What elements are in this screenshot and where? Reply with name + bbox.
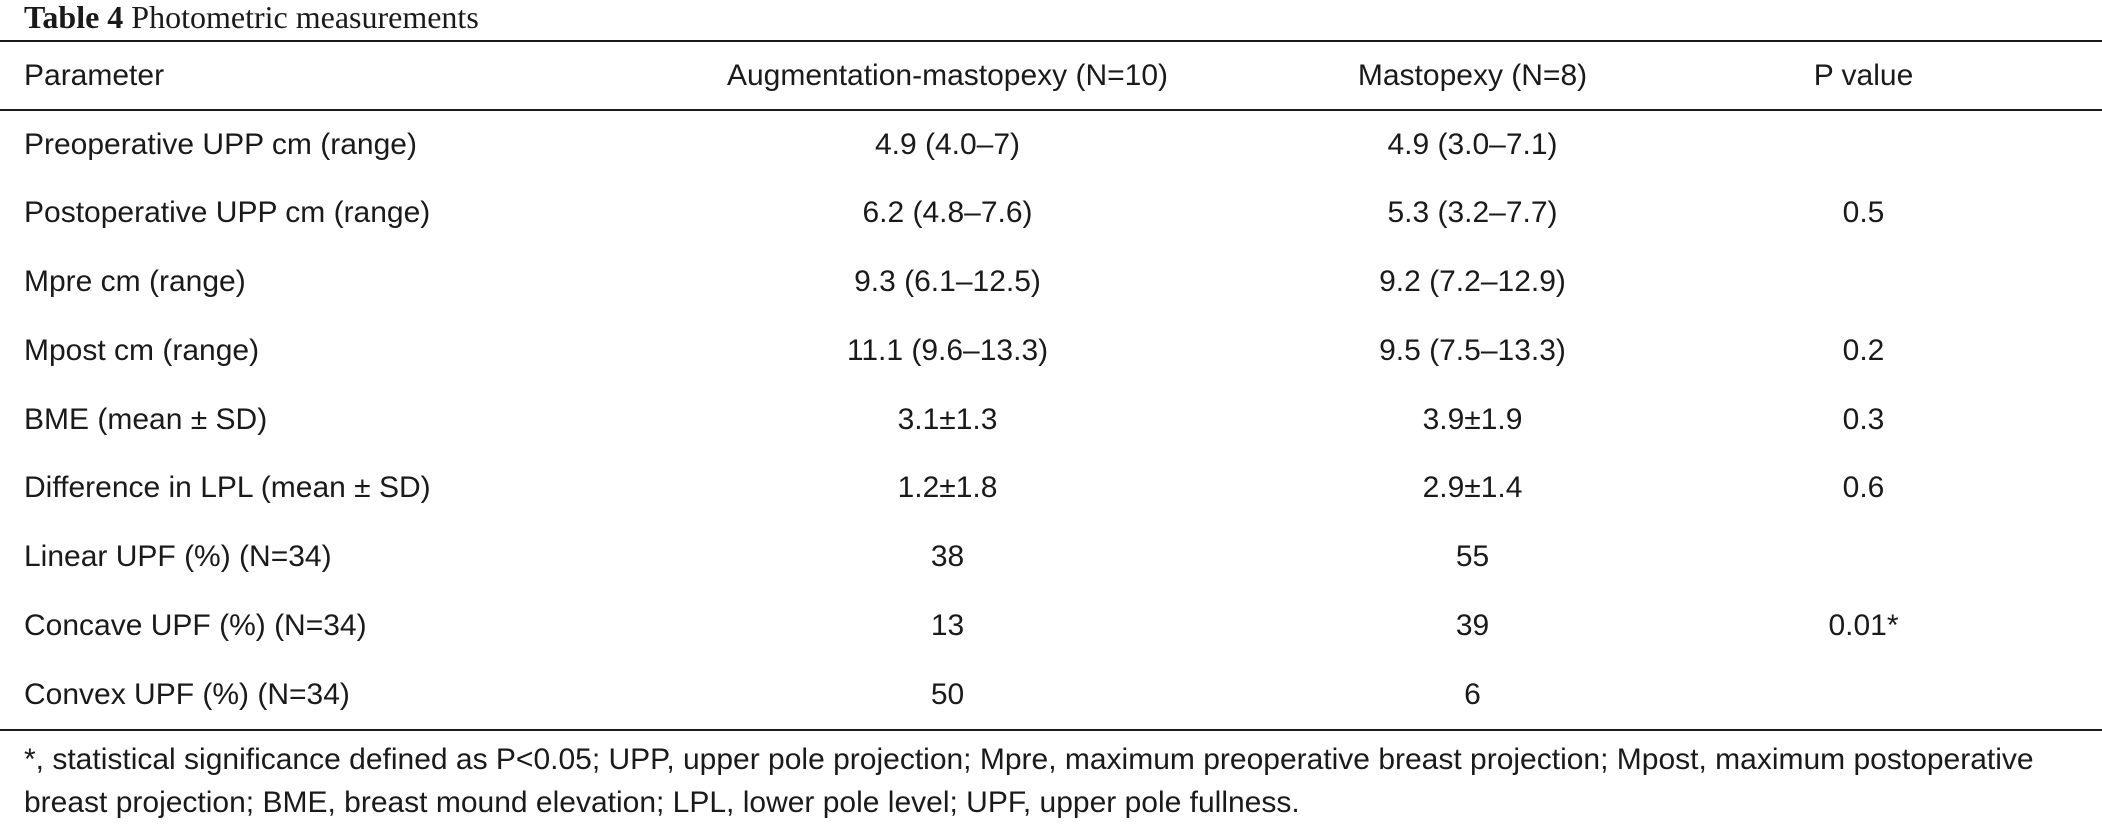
cell-augmentation-mastopexy: 9.3 (6.1–12.5): [854, 264, 1041, 298]
cell-parameter: Convex UPF (%) (N=34): [24, 677, 350, 711]
cell-mastopexy: 2.9±1.4: [1422, 471, 1523, 505]
cell-mastopexy: 4.9 (3.0–7.1): [1387, 128, 1558, 162]
cell-p-value: 0.6: [1842, 471, 1885, 505]
cell-mastopexy: 9.2 (7.2–12.9): [1379, 264, 1566, 298]
cell-p-value: [1625, 248, 2102, 317]
table-footnote: *, statistical significance defined as P…: [24, 743, 2034, 819]
column-header-parameter: Parameter: [24, 58, 165, 92]
cell-p-value: 0.2: [1842, 333, 1885, 367]
cell-parameter: Linear UPF (%) (N=34): [24, 540, 332, 574]
cell-augmentation-mastopexy: 13: [930, 608, 965, 642]
cell-augmentation-mastopexy: 50: [930, 677, 965, 711]
cell-mastopexy: 9.5 (7.5–13.3): [1379, 333, 1566, 367]
cell-p-value: [1625, 110, 2102, 179]
photometric-table: Parameter Augmentation-mastopexy (N=10) …: [0, 41, 2102, 729]
cell-parameter: Mpre cm (range): [24, 264, 246, 298]
cell-p-value: 0.01*: [1828, 608, 1899, 642]
cell-augmentation-mastopexy: 1.2±1.8: [897, 471, 998, 505]
table-caption-label: Table 4: [24, 0, 124, 35]
table-row: Postoperative UPP cm (range) 6.2 (4.8–7.…: [0, 179, 2102, 248]
table-caption: Table 4 Photometric measurements: [24, 0, 479, 34]
cell-p-value: [1625, 660, 2102, 729]
cell-p-value: 0.3: [1842, 402, 1885, 436]
cell-parameter: Mpost cm (range): [24, 333, 260, 367]
table-top-rule: [0, 40, 2102, 42]
column-header-augmentation-mastopexy: Augmentation-mastopexy (N=10): [726, 58, 1169, 92]
column-header-p-value: P value: [1813, 58, 1914, 92]
cell-mastopexy: 39: [1455, 608, 1490, 642]
table-caption-title: Photometric measurements: [131, 0, 479, 35]
cell-mastopexy: 3.9±1.9: [1422, 402, 1523, 436]
table-row: Mpre cm (range) 9.3 (6.1–12.5) 9.2 (7.2–…: [0, 248, 2102, 317]
table-bottom-rule: [0, 729, 2102, 731]
table-row: BME (mean ± SD) 3.1±1.3 3.9±1.9 0.3: [0, 385, 2102, 454]
cell-parameter: Concave UPF (%) (N=34): [24, 608, 367, 642]
table-row: Convex UPF (%) (N=34) 50 6: [0, 660, 2102, 729]
column-header-mastopexy: Mastopexy (N=8): [1357, 58, 1588, 92]
table-header-rule: [0, 109, 2102, 111]
cell-augmentation-mastopexy: 38: [930, 540, 965, 574]
cell-mastopexy: 5.3 (3.2–7.7): [1387, 196, 1558, 230]
cell-augmentation-mastopexy: 11.1 (9.6–13.3): [846, 333, 1049, 367]
table-row: Concave UPF (%) (N=34) 13 39 0.01*: [0, 592, 2102, 661]
cell-mastopexy: 6: [1464, 677, 1481, 711]
table-header-row: Parameter Augmentation-mastopexy (N=10) …: [0, 41, 2102, 110]
table-row: Mpost cm (range) 11.1 (9.6–13.3) 9.5 (7.…: [0, 316, 2102, 385]
cell-p-value: [1625, 523, 2102, 592]
cell-augmentation-mastopexy: 3.1±1.3: [897, 402, 998, 436]
cell-p-value: 0.5: [1842, 196, 1885, 230]
table-row: Linear UPF (%) (N=34) 38 55: [0, 523, 2102, 592]
cell-parameter: BME (mean ± SD): [24, 402, 268, 436]
table-row: Difference in LPL (mean ± SD) 1.2±1.8 2.…: [0, 454, 2102, 523]
table-row: Preoperative UPP cm (range) 4.9 (4.0–7) …: [0, 110, 2102, 179]
cell-parameter: Difference in LPL (mean ± SD): [24, 471, 431, 505]
cell-augmentation-mastopexy: 4.9 (4.0–7): [874, 128, 1021, 162]
cell-parameter: Preoperative UPP cm (range): [24, 128, 417, 162]
cell-augmentation-mastopexy: 6.2 (4.8–7.6): [862, 196, 1033, 230]
cell-parameter: Postoperative UPP cm (range): [24, 196, 431, 230]
cell-mastopexy: 55: [1455, 540, 1490, 574]
